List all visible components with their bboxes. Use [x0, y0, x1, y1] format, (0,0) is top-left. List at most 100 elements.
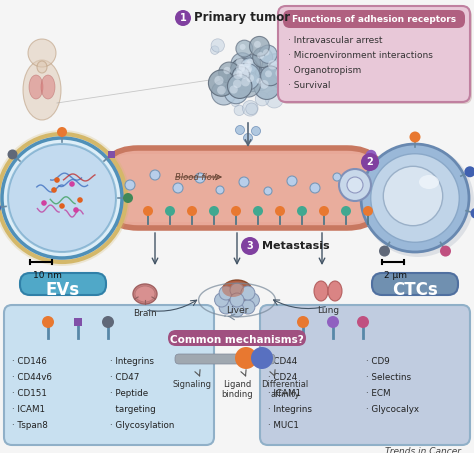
Circle shape [228, 74, 252, 98]
Circle shape [257, 52, 264, 59]
Circle shape [51, 187, 57, 193]
Circle shape [0, 203, 1, 213]
Text: Functions of adhesion receptors: Functions of adhesion receptors [292, 15, 456, 24]
Circle shape [268, 60, 277, 70]
Circle shape [235, 60, 252, 77]
Circle shape [233, 63, 260, 90]
Circle shape [246, 74, 254, 82]
Circle shape [283, 87, 294, 98]
Circle shape [236, 72, 261, 97]
Circle shape [195, 173, 205, 183]
Circle shape [102, 316, 114, 328]
Circle shape [236, 40, 253, 57]
Circle shape [214, 76, 224, 85]
Circle shape [59, 203, 65, 209]
Circle shape [215, 293, 228, 307]
Circle shape [216, 186, 224, 194]
Circle shape [471, 208, 474, 219]
Ellipse shape [23, 60, 61, 120]
Circle shape [242, 62, 260, 80]
Circle shape [57, 127, 67, 137]
Circle shape [251, 347, 273, 369]
FancyBboxPatch shape [104, 154, 381, 222]
Circle shape [265, 70, 272, 77]
Ellipse shape [222, 281, 244, 297]
Circle shape [42, 316, 54, 328]
Circle shape [241, 69, 264, 92]
Circle shape [69, 181, 75, 187]
Text: · Integrins: · Integrins [268, 405, 312, 414]
Circle shape [233, 80, 242, 88]
Circle shape [236, 71, 242, 77]
Circle shape [173, 183, 183, 193]
Text: Primary tumor: Primary tumor [194, 11, 290, 24]
Text: 2: 2 [366, 157, 374, 167]
Circle shape [357, 316, 369, 328]
Circle shape [236, 125, 245, 135]
Circle shape [379, 246, 390, 256]
Circle shape [255, 92, 269, 106]
Circle shape [235, 59, 254, 79]
Circle shape [8, 144, 116, 252]
Circle shape [73, 207, 79, 213]
Circle shape [241, 237, 259, 255]
Circle shape [246, 66, 252, 72]
FancyBboxPatch shape [372, 273, 458, 295]
Circle shape [230, 283, 244, 297]
Circle shape [165, 206, 175, 216]
Text: Trends in Cancer: Trends in Cancer [385, 447, 461, 453]
Circle shape [280, 58, 293, 71]
Circle shape [383, 166, 443, 226]
FancyBboxPatch shape [168, 330, 306, 346]
Circle shape [224, 80, 248, 104]
FancyBboxPatch shape [283, 10, 465, 28]
Text: Brain: Brain [133, 309, 157, 318]
Text: · ICAM1: · ICAM1 [268, 389, 301, 398]
Circle shape [239, 69, 248, 79]
Circle shape [297, 316, 309, 328]
Text: Differential
affinity: Differential affinity [261, 380, 309, 400]
Ellipse shape [133, 284, 157, 304]
Text: · Tspan8: · Tspan8 [12, 421, 48, 430]
Circle shape [8, 149, 18, 159]
Circle shape [236, 60, 263, 87]
Text: EVs: EVs [46, 281, 80, 299]
Circle shape [310, 183, 320, 193]
Circle shape [361, 144, 469, 252]
Ellipse shape [37, 61, 47, 73]
Circle shape [256, 78, 262, 84]
Text: · Survival: · Survival [288, 81, 330, 90]
Circle shape [230, 303, 244, 317]
Ellipse shape [135, 286, 155, 302]
Circle shape [361, 153, 379, 171]
Text: · Selectins: · Selectins [366, 373, 411, 382]
Circle shape [253, 48, 273, 67]
Circle shape [236, 58, 244, 66]
Circle shape [246, 293, 259, 307]
Circle shape [41, 200, 47, 206]
Circle shape [239, 177, 249, 187]
Circle shape [150, 170, 160, 180]
Circle shape [362, 145, 474, 257]
Circle shape [244, 134, 253, 143]
Circle shape [219, 286, 233, 300]
Circle shape [247, 58, 253, 65]
Circle shape [243, 101, 258, 116]
Circle shape [232, 67, 250, 84]
Text: · CD47: · CD47 [110, 373, 139, 382]
Circle shape [365, 150, 376, 161]
Circle shape [2, 138, 122, 258]
FancyBboxPatch shape [20, 273, 106, 295]
Circle shape [219, 300, 233, 314]
Text: · Peptide: · Peptide [110, 389, 148, 398]
Ellipse shape [29, 75, 43, 99]
Circle shape [231, 206, 241, 216]
Ellipse shape [222, 280, 252, 302]
Circle shape [223, 67, 231, 74]
Text: · CD44: · CD44 [268, 357, 297, 366]
Circle shape [244, 60, 251, 67]
Circle shape [240, 44, 246, 50]
Circle shape [243, 55, 261, 72]
Circle shape [371, 154, 459, 242]
Circle shape [254, 74, 279, 100]
